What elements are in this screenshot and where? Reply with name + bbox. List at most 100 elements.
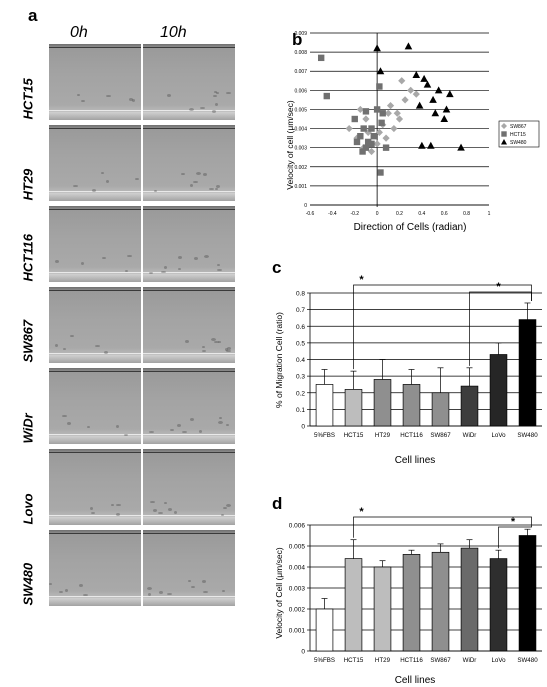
chart-b-point-hct15: [368, 140, 375, 148]
chart-c-bar-hct116: [402, 384, 421, 427]
chart-b-point-sw867: [395, 115, 404, 123]
chart-c-x-axis-label: Cell lines: [395, 455, 436, 466]
chart-c-x-tick-sw480: SW480: [517, 432, 538, 439]
chart-b-point-sw480: [423, 80, 432, 88]
chart-b-point-sw867: [398, 77, 406, 85]
chart-b-point-hct15: [382, 144, 390, 151]
panel-c-letter: c: [272, 258, 282, 277]
chart-c-x-tick-widr: WiDr: [463, 432, 477, 439]
micrograph-sw867-0h: [49, 287, 141, 363]
chart-c-y-tick: 0.3: [296, 374, 305, 381]
chart-d-x-tick-lovo: LoVo: [491, 657, 506, 664]
chart-b-point-hct15: [362, 108, 370, 115]
time-header-0h: 0h: [70, 24, 88, 41]
chart-b-point-hct15: [360, 125, 367, 132]
row-label-sw480: SW480: [20, 562, 36, 606]
chart-d-y-tick: 0.001: [289, 628, 306, 635]
chart-b-point-sw480: [440, 115, 449, 122]
chart-b-point-sw867: [384, 109, 392, 117]
micrograph-hct15-10h: [143, 44, 235, 120]
row-label-lovo: Lovo: [20, 493, 36, 525]
chart-d-y-tick: 0.003: [289, 586, 306, 593]
chart-b-y-tick: 0.006: [294, 88, 307, 94]
micrograph-widr-0h: [49, 368, 141, 444]
chart-c-bar-widr: [460, 385, 479, 427]
chart-c-bar-lovo: [489, 354, 508, 427]
chart-b-point-sw480: [429, 95, 437, 103]
chart-b-x-tick: 0.4: [418, 211, 425, 217]
chart-b-point-hct15: [376, 83, 383, 90]
chart-b-legend-marker-hct15: [501, 131, 507, 137]
row-label-sw867: SW867: [20, 319, 36, 363]
chart-b-y-tick: 0.007: [294, 69, 307, 75]
chart-b-point-sw480: [446, 90, 454, 98]
chart-b-point-hct15: [359, 148, 366, 155]
chart-d-x-tick-sw867: SW867: [430, 657, 451, 664]
chart-c-y-tick: 0.5: [296, 340, 305, 347]
chart-b-y-tick: 0.004: [294, 127, 307, 133]
chart-b-point-sw480: [442, 105, 451, 113]
time-header-10h: 10h: [160, 24, 187, 41]
chart-c-y-tick: 0.1: [296, 407, 305, 414]
chart-c-y-tick: 0.2: [296, 390, 305, 397]
chart-b-x-tick: 0.8: [463, 211, 470, 217]
micrograph-ht29-10h: [143, 125, 235, 201]
chart-c-bar-5-fbs: [315, 384, 334, 427]
chart-b-point-sw480: [415, 101, 424, 109]
chart-b-point-hct15: [377, 169, 384, 176]
chart-b-point-sw867: [373, 140, 381, 148]
chart-b-point-sw867: [407, 86, 415, 94]
chart-c-significance-star: *: [359, 274, 364, 286]
chart-b-point-sw480: [457, 143, 465, 151]
micrograph-lovo-10h: [143, 449, 235, 525]
chart-c-x-tick-hct15: HCT15: [344, 432, 364, 439]
chart-d-y-axis-label: Velocity of Cell (μm/sec): [274, 547, 284, 639]
scatter-chart-b: Velocity of cell (μm/sec) Direction of C…: [285, 31, 540, 233]
chart-d-significance-star: *: [359, 506, 364, 518]
row-label-hct116: HCT116: [20, 234, 36, 282]
chart-d-bar-ht29: [373, 566, 392, 652]
chart-b-x-tick: 0.6: [441, 211, 448, 217]
chart-d-x-tick-hct116: HCT116: [400, 657, 423, 664]
chart-b-point-sw480: [434, 86, 443, 94]
chart-b-point-sw480: [427, 141, 435, 149]
chart-d-significance-bracket: [498, 526, 532, 549]
chart-d-bar-hct15: [344, 558, 363, 652]
micrograph-sw480-0h: [49, 530, 141, 606]
chart-b-legend-marker-sw867: [501, 123, 507, 129]
chart-c-bar-ht29: [373, 379, 392, 427]
chart-b-point-sw867: [362, 115, 370, 123]
chart-b-x-tick: 0.2: [396, 211, 403, 217]
chart-b-point-sw480: [404, 42, 413, 50]
chart-d-y-tick: 0.004: [289, 565, 306, 572]
chart-b-y-tick: 0.001: [294, 184, 307, 190]
chart-d-bar-sw480: [518, 535, 537, 652]
chart-c-x-tick-ht29: HT29: [375, 432, 391, 439]
chart-b-point-hct15: [357, 133, 364, 140]
chart-c-y-tick: 0.4: [296, 357, 305, 364]
chart-c-x-tick-sw867: SW867: [430, 432, 451, 439]
row-label-widr: WiDr: [20, 413, 36, 444]
row-label-hct15: HCT15: [20, 78, 36, 120]
chart-b-point-hct15: [362, 144, 370, 151]
chart-b-x-tick: 1: [488, 211, 491, 217]
chart-b-point-hct15: [351, 115, 358, 123]
micrograph-ht29-0h: [49, 125, 141, 201]
chart-d-y-tick: 0.005: [289, 544, 306, 551]
chart-c-bar-sw867: [431, 392, 450, 427]
chart-d-significance-bracket: [353, 516, 532, 538]
chart-d-bar-hct116: [402, 554, 421, 652]
chart-b-point-sw867: [356, 105, 364, 114]
chart-b-y-axis-label: Velocity of cell (μm/sec): [285, 100, 295, 190]
bar-chart-c: % of Migration Cell (ratio) Cell lines 0…: [274, 274, 542, 466]
chart-c-y-axis-label: % of Migration Cell (ratio): [274, 312, 284, 408]
panel-d-letter: d: [272, 494, 283, 513]
chart-b-x-tick: -0.6: [306, 211, 315, 217]
micrograph-sw480-10h: [143, 530, 235, 606]
micrograph-hct116-10h: [143, 206, 235, 282]
chart-b-point-hct15: [364, 138, 372, 146]
chart-b-point-sw480: [373, 44, 381, 52]
micrograph-sw867-10h: [143, 287, 235, 363]
chart-c-y-tick: 0.7: [296, 307, 305, 314]
chart-b-point-sw867: [345, 124, 353, 133]
